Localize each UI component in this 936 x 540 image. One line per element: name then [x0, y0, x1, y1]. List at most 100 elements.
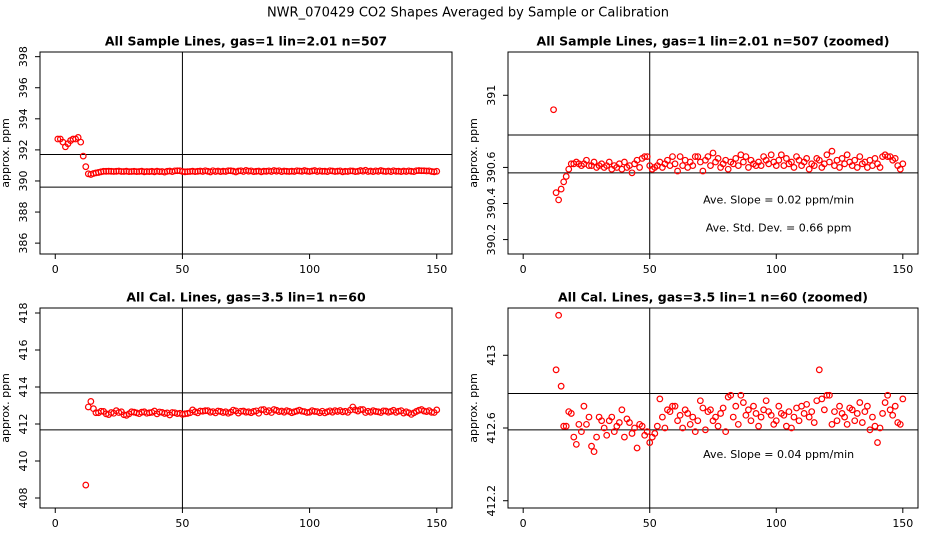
data-point [772, 162, 780, 170]
y-tick-label: 386 [17, 233, 30, 254]
data-point [780, 411, 788, 419]
data-point [843, 420, 851, 428]
panel: All Sample Lines, gas=1 lin=2.01 n=507 (… [467, 34, 919, 276]
data-point [879, 410, 886, 417]
data-point [656, 395, 664, 403]
data-point [552, 366, 560, 374]
data-point [79, 152, 87, 160]
data-point [583, 420, 590, 428]
y-tick-label: 412.6 [485, 412, 498, 444]
y-axis-label: approx. ppm [467, 118, 480, 188]
data-point [828, 147, 836, 155]
data-point [734, 420, 742, 428]
data-point [676, 153, 684, 161]
data-point [560, 422, 568, 430]
data-point [788, 424, 795, 432]
x-tick-label: 50 [643, 263, 657, 276]
panel-title: All Sample Lines, gas=1 lin=2.01 n=507 [105, 34, 387, 49]
x-tick-label: 50 [175, 263, 189, 276]
data-point [618, 406, 626, 414]
x-tick-label: 50 [643, 517, 657, 530]
data-point [788, 158, 795, 166]
x-tick-label: 50 [175, 517, 189, 530]
y-tick-label: 391 [485, 85, 498, 106]
data-point [82, 163, 90, 171]
data-point [732, 402, 740, 410]
data-point [653, 422, 661, 430]
data-point [739, 399, 747, 406]
data-point [696, 397, 704, 405]
data-point [603, 431, 611, 439]
data-point [795, 417, 803, 425]
data-point [689, 162, 697, 170]
data-point [853, 164, 861, 171]
data-point [550, 106, 557, 114]
data-point [729, 413, 737, 421]
panel: All Cal. Lines, gas=3.5 lin=1 n=60 approx… [0, 290, 453, 530]
y-tick-label: 390 [17, 170, 30, 191]
data-point [562, 422, 570, 430]
panel-title: All Sample Lines, gas=1 lin=2.01 n=507 (… [537, 34, 890, 49]
data-point [583, 156, 590, 164]
data-point [848, 406, 856, 414]
data-point [772, 417, 780, 425]
y-tick-label: 412 [17, 414, 30, 435]
y-tick-label: 410 [17, 451, 30, 472]
data-point [615, 419, 623, 426]
data-point [641, 153, 649, 161]
data-point [674, 167, 681, 175]
y-tick-label: 390.6 [485, 152, 498, 184]
plot-frame [39, 51, 453, 255]
data-point [590, 448, 598, 456]
data-point [714, 155, 722, 162]
data-point [815, 366, 823, 374]
data-point [884, 153, 892, 161]
data-point [863, 402, 871, 410]
data-point [785, 408, 793, 416]
data-point [876, 424, 884, 432]
data-point [54, 135, 62, 143]
data-point [669, 402, 676, 410]
x-tick-label: 0 [52, 263, 59, 276]
data-point [843, 151, 851, 159]
data-point [805, 165, 813, 173]
data-point [752, 410, 760, 417]
data-point [669, 153, 676, 161]
data-point [689, 413, 697, 421]
data-point [557, 382, 565, 390]
data-point [803, 400, 811, 408]
data-point [621, 158, 628, 166]
data-point [714, 422, 722, 430]
data-point [899, 160, 907, 168]
x-tick-label: 100 [299, 263, 320, 276]
annotation: Ave. Slope = 0.02 ppm/min [703, 193, 854, 206]
data-point [782, 155, 790, 162]
data-point [600, 424, 608, 432]
x-tick-label: 150 [426, 263, 447, 276]
data-point [572, 440, 580, 448]
data-point [808, 408, 816, 416]
data-point [567, 410, 575, 417]
y-tick-label: 394 [17, 108, 30, 129]
data-point [823, 151, 831, 159]
data-point [562, 173, 570, 180]
data-point [555, 311, 563, 319]
data-point [889, 411, 897, 419]
data-point [833, 417, 841, 425]
data-point [722, 428, 730, 436]
data-point [777, 151, 785, 159]
y-axis-label: approx. ppm [0, 118, 12, 188]
data-point [704, 153, 712, 161]
data-point [661, 424, 669, 432]
data-point [712, 413, 719, 421]
y-tick-label: 412.2 [485, 485, 498, 517]
data-point [757, 162, 765, 170]
data-point [691, 428, 699, 436]
data-point [810, 162, 818, 170]
data-point [861, 408, 869, 416]
data-point [828, 420, 836, 428]
data-point [702, 426, 709, 434]
data-point [699, 167, 707, 175]
data-point [658, 413, 666, 421]
data-point [651, 430, 659, 437]
